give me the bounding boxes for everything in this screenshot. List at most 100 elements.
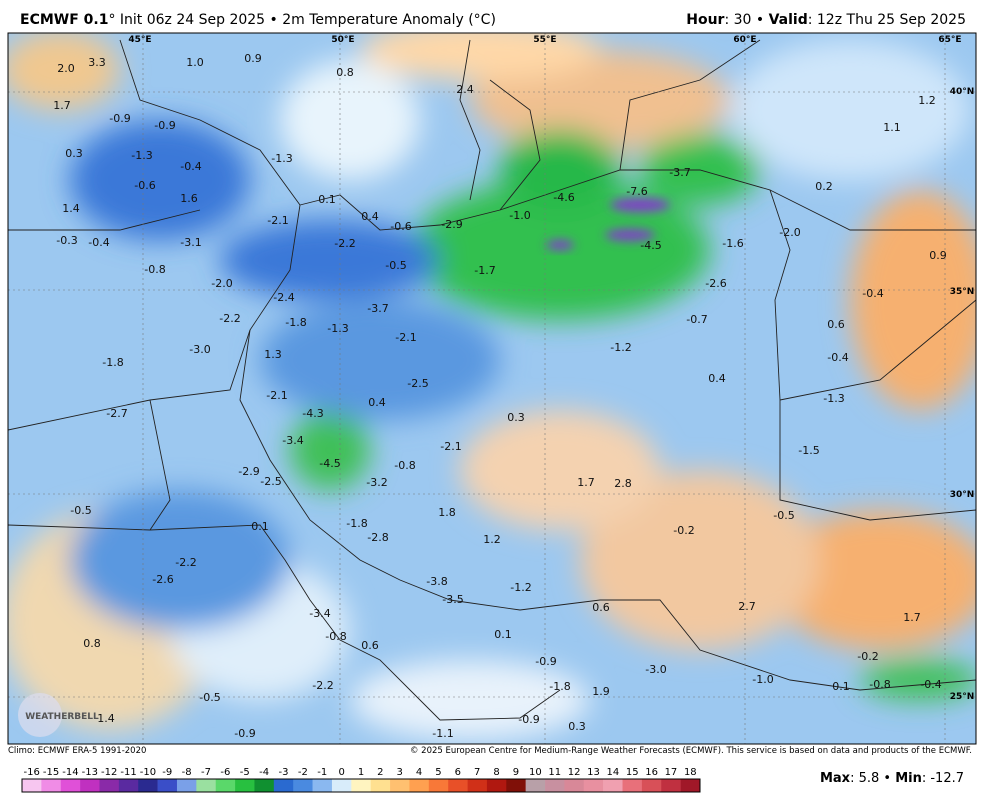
colorbar-tick-label: 8 — [493, 767, 499, 778]
colorbar-swatch — [525, 779, 546, 792]
colorbar-swatch — [467, 779, 488, 792]
anomaly-label: 0.9 — [929, 249, 947, 262]
lat-label: 35°N — [950, 287, 975, 297]
colorbar-tick-label: 10 — [529, 767, 542, 778]
lat-label: 25°N — [950, 692, 975, 702]
anomaly-label: 1.7 — [903, 611, 921, 624]
anomaly-label: -0.5 — [70, 504, 91, 517]
anomaly-label: 0.9 — [244, 52, 262, 65]
colorbar-swatch — [661, 779, 681, 792]
anomaly-label: -0.5 — [773, 509, 794, 522]
colorbar-tick-label: 3 — [397, 767, 403, 778]
anomaly-label: -1.8 — [102, 356, 123, 369]
anomaly-label: 0.1 — [832, 680, 850, 693]
colorbar-swatch — [99, 779, 120, 792]
anomaly-label: -1.0 — [752, 673, 773, 686]
anomaly-label: -2.5 — [260, 475, 281, 488]
anomaly-label: -0.9 — [154, 119, 175, 132]
colorbar-swatch — [22, 779, 42, 792]
colorbar-tick-label: -15 — [43, 767, 59, 778]
max-value: : 5.8 • — [850, 771, 896, 786]
anomaly-label: -1.6 — [722, 237, 743, 250]
colorbar-swatch — [370, 779, 391, 792]
anomaly-label: 0.1 — [318, 193, 336, 206]
lat-label: 30°N — [950, 490, 975, 500]
anomaly-label: -0.9 — [535, 655, 556, 668]
lon-label: 65°E — [938, 35, 961, 45]
anomaly-label: -1.3 — [823, 392, 844, 405]
anomaly-label: -3.8 — [426, 575, 447, 588]
anomaly-label: -1.5 — [798, 444, 819, 457]
colorbar-swatch — [409, 779, 430, 792]
colorbar-tick-label: 12 — [568, 767, 581, 778]
anomaly-label: -2.9 — [238, 465, 259, 478]
colorbar-tick-label: -10 — [140, 767, 156, 778]
colorbar-swatch — [254, 779, 275, 792]
anomaly-label: -2.1 — [440, 440, 461, 453]
colorbar-tick-label: 4 — [416, 767, 422, 778]
anomaly-label: 1.8 — [438, 506, 456, 519]
anomaly-label: -2.7 — [106, 407, 127, 420]
title-rest: ° Init 06z 24 Sep 2025 • 2m Temperature … — [108, 12, 496, 28]
anomaly-label: -0.4 — [862, 287, 883, 300]
anomaly-label: -3.0 — [189, 343, 210, 356]
anomaly-label: 0.8 — [83, 637, 101, 650]
anomaly-label: -3.0 — [645, 663, 666, 676]
colorbar-swatch — [351, 779, 371, 792]
anomaly-label: -0.9 — [234, 727, 255, 740]
colorbar-swatch — [603, 779, 623, 792]
anomaly-label: 3.3 — [88, 56, 106, 69]
anomaly-label: 0.4 — [368, 396, 386, 409]
anomaly-label: -0.6 — [390, 220, 411, 233]
anomaly-label: -2.6 — [152, 573, 173, 586]
colorbar-tick-label: 15 — [626, 767, 639, 778]
anomaly-label: -4.5 — [640, 239, 661, 252]
title-model: ECMWF 0.1 — [20, 12, 109, 28]
anomaly-label: -2.2 — [175, 556, 196, 569]
anomaly-label: -2.2 — [219, 312, 240, 325]
hour-value: : 30 • — [724, 12, 769, 28]
colorbar-tick-label: 2 — [377, 767, 383, 778]
anomaly-label: 1.4 — [62, 202, 80, 215]
anomaly-label: 1.2 — [483, 533, 501, 546]
anomaly-label: 0.6 — [827, 318, 845, 331]
anomaly-label: -0.8 — [394, 459, 415, 472]
valid-info: Hour: 30 • Valid: 12z Thu 25 Sep 2025 — [686, 12, 966, 28]
hour-label: Hour — [686, 12, 725, 28]
colorbar-tick-label: 18 — [684, 767, 697, 778]
anomaly-label: -4.5 — [319, 457, 340, 470]
anomaly-label: -0.8 — [144, 263, 165, 276]
anomaly-label: 1.7 — [577, 476, 595, 489]
anomaly-label: -1.8 — [346, 517, 367, 530]
colorbar-swatch — [506, 779, 526, 792]
anomaly-label: -1.7 — [474, 264, 495, 277]
anomaly-label: 1.2 — [918, 94, 936, 107]
anomaly-label: 0.1 — [251, 520, 269, 533]
anomaly-label: 2.4 — [456, 83, 474, 96]
colorbar-tick-label: 6 — [455, 767, 461, 778]
anomaly-label: -0.7 — [686, 313, 707, 326]
colorbar-swatch — [564, 779, 585, 792]
anomaly-label: -3.5 — [442, 593, 463, 606]
colorbar-swatch — [583, 779, 604, 792]
anomaly-label: -0.9 — [109, 112, 130, 125]
anomaly-label: -3.4 — [309, 607, 330, 620]
colorbar-tick-label: -13 — [82, 767, 98, 778]
anomaly-label: -0.4 — [88, 236, 109, 249]
colorbar-tick-label: 0 — [338, 767, 344, 778]
colorbar-swatch — [157, 779, 178, 792]
anomaly-label: -0.6 — [134, 179, 155, 192]
colorbar-swatch — [60, 779, 81, 792]
lon-label: 50°E — [331, 35, 354, 45]
graticule — [8, 33, 976, 744]
colorbar-tick-label: 1 — [358, 767, 364, 778]
colorbar-swatch — [486, 779, 507, 792]
anomaly-label: -2.2 — [312, 679, 333, 692]
anomaly-label: -0.4 — [180, 160, 201, 173]
logo: WEATHERBELL — [18, 693, 99, 737]
anomaly-label: -0.4 — [920, 678, 941, 691]
anomaly-label: 0.3 — [507, 411, 525, 424]
anomaly-label: 0.3 — [568, 720, 586, 733]
colorbar-swatch — [622, 779, 643, 792]
anomaly-label: -1.3 — [327, 322, 348, 335]
